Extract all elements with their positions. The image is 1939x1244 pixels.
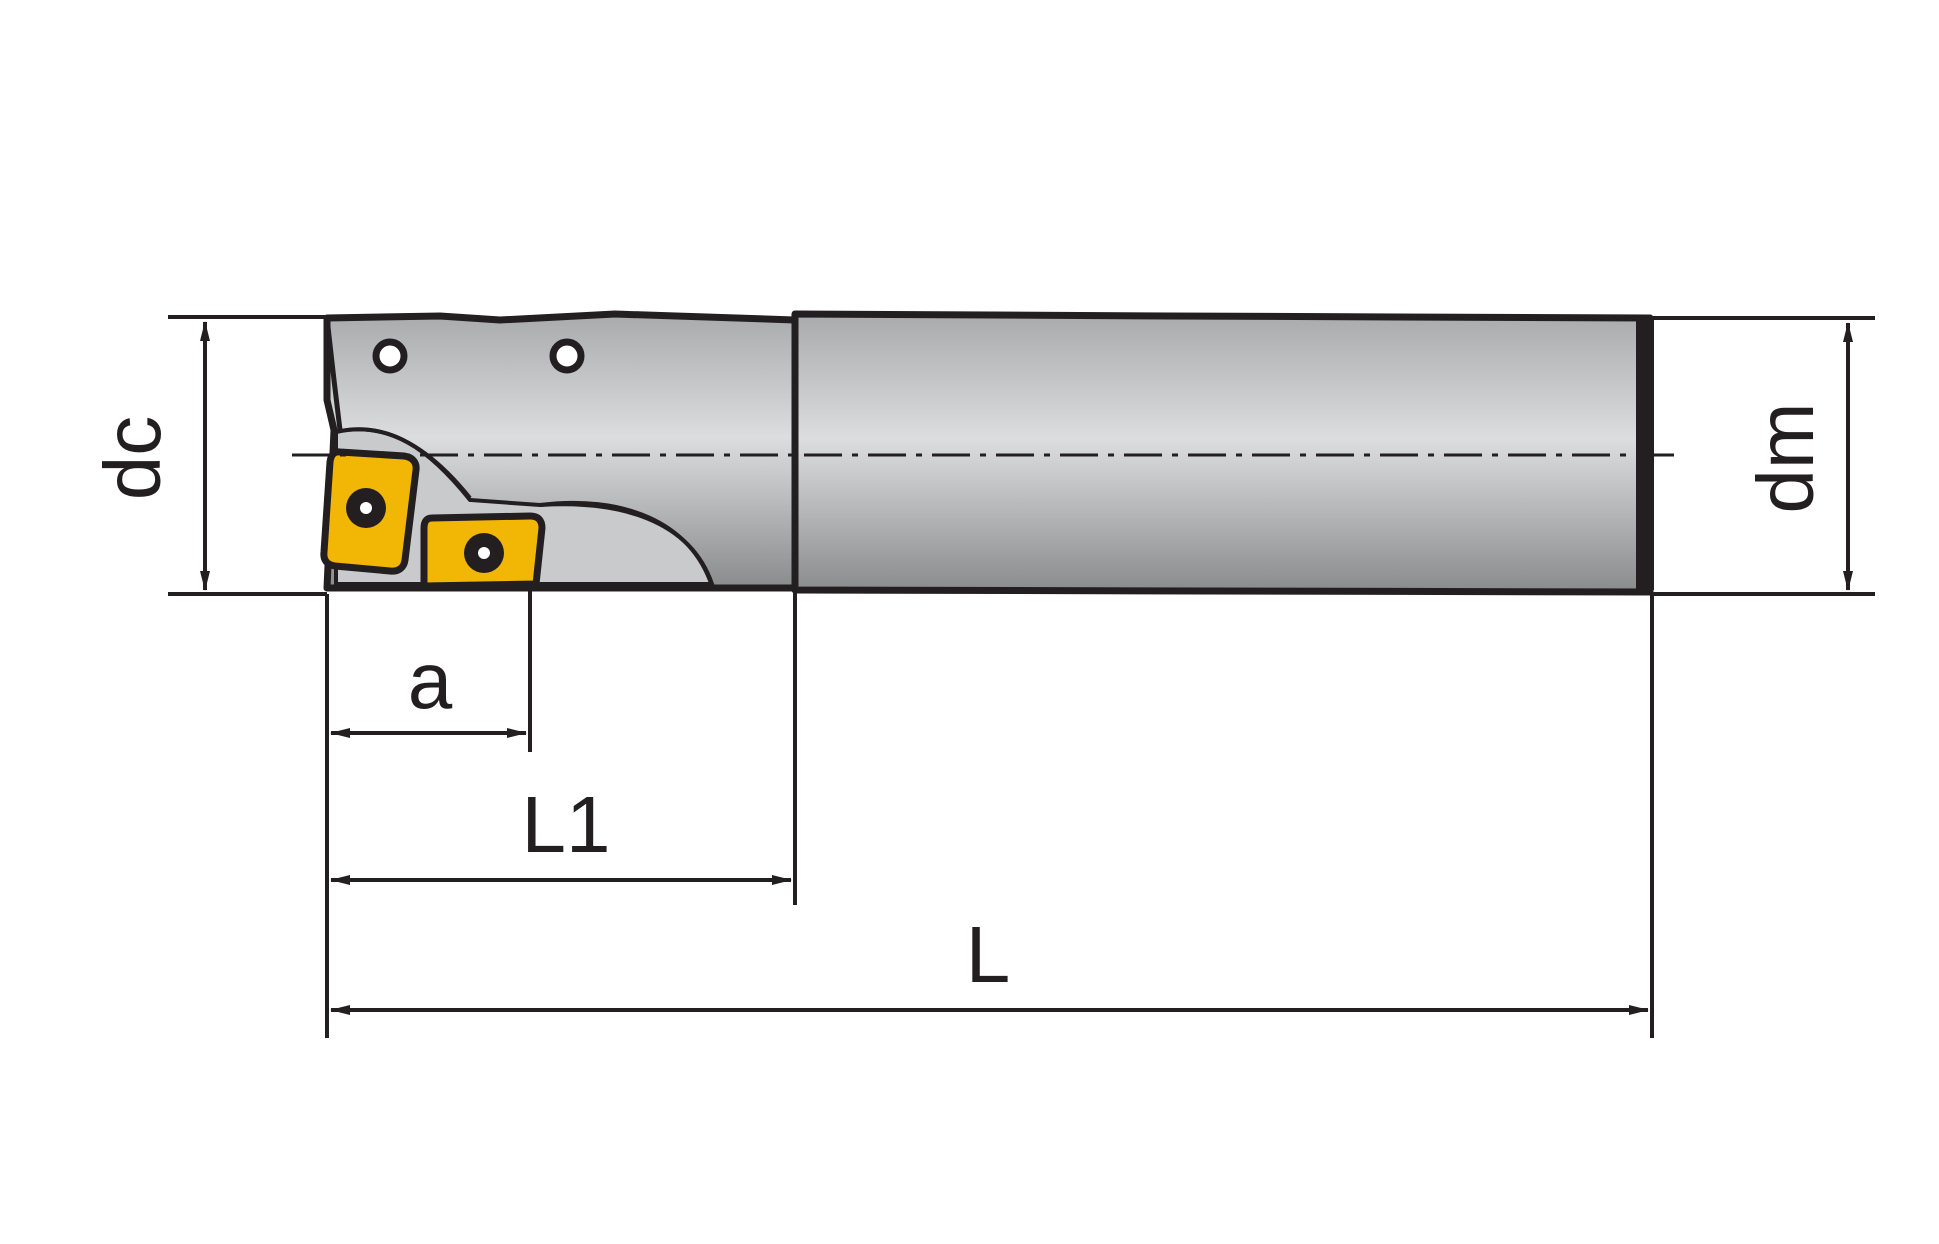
dimension-label-l: L	[966, 910, 1011, 999]
insert-lower	[420, 512, 546, 590]
dimension-dm: dm	[1650, 316, 1875, 596]
tip-notch	[324, 317, 343, 431]
dimension-label-a: a	[408, 636, 453, 725]
insert-upper	[320, 448, 420, 575]
tool-body	[320, 310, 1654, 596]
dimension-a: a	[330, 636, 527, 738]
flute-edge	[539, 500, 714, 587]
screw-hole-1	[372, 338, 408, 374]
flute-edge-upper	[335, 427, 472, 500]
dimension-dc: dc	[88, 315, 327, 596]
dimension-label-l1: L1	[522, 780, 611, 869]
dimension-l1: L1	[330, 780, 792, 885]
dimension-l: L	[330, 910, 1649, 1015]
dimension-label-dc: dc	[88, 416, 177, 501]
shank	[791, 310, 1654, 596]
screw-hole-2	[549, 338, 585, 374]
dimension-label-dm: dm	[1741, 402, 1830, 513]
